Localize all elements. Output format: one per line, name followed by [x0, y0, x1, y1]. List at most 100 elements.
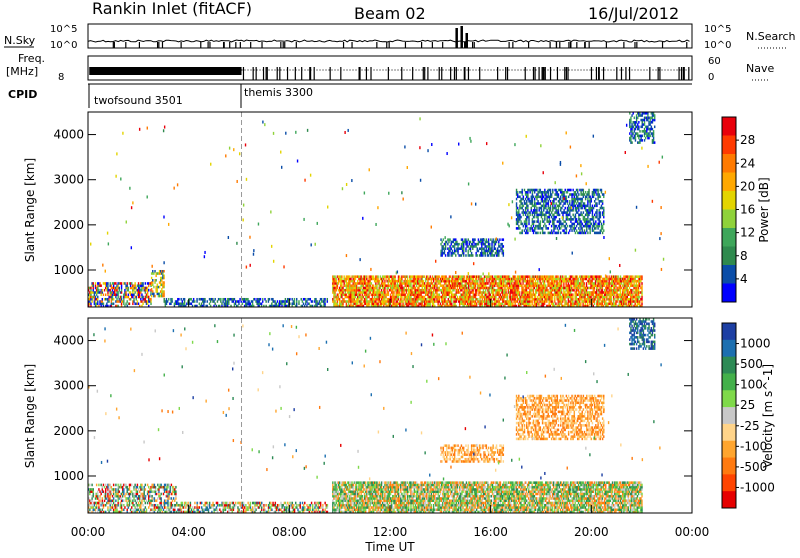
heatmap-cell — [228, 302, 229, 305]
heatmap-cell — [631, 291, 632, 294]
heatmap-cell — [345, 291, 346, 294]
heatmap-cell — [99, 282, 100, 285]
heatmap-cell — [521, 232, 522, 235]
heatmap-cell — [334, 300, 335, 303]
heatmap-cell — [276, 302, 277, 305]
heatmap-cell — [150, 291, 151, 294]
heatmap-cell — [545, 214, 546, 217]
heatmap-cell — [546, 209, 547, 212]
heatmap-cell — [90, 302, 91, 305]
heatmap-cell — [602, 293, 603, 296]
heatmap-cell — [537, 220, 538, 223]
heatmap-cell — [132, 291, 133, 294]
heatmap-cell — [471, 252, 472, 255]
heatmap-cell — [505, 289, 506, 292]
heatmap-cell — [456, 293, 457, 296]
heatmap-cell — [291, 298, 292, 301]
heatmap-cell — [220, 298, 221, 301]
heatmap-cell — [140, 291, 141, 294]
heatmap-cell — [576, 202, 577, 205]
heatmap-cell — [525, 227, 526, 230]
heatmap-cell — [212, 298, 213, 301]
heatmap-cell — [504, 287, 505, 290]
heatmap-cell — [591, 280, 592, 283]
heatmap-cell — [414, 284, 415, 287]
heatmap-cell — [574, 202, 575, 205]
heatmap-cell — [614, 293, 615, 296]
heatmap-cell — [121, 282, 122, 285]
heatmap-cell — [531, 300, 532, 303]
heatmap-cell — [374, 296, 375, 299]
heatmap-cell — [585, 302, 586, 305]
heatmap-cell — [478, 293, 479, 296]
heatmap-cell — [512, 280, 513, 283]
heatmap-cell — [572, 296, 573, 299]
heatmap-cell — [537, 218, 538, 221]
heatmap-cell — [580, 202, 581, 205]
heatmap-cell — [528, 216, 529, 219]
heatmap-cell — [203, 302, 204, 305]
heatmap-cell — [529, 211, 530, 214]
heatmap-cell — [543, 225, 544, 228]
heatmap-cell — [553, 229, 554, 232]
heatmap-cell — [153, 286, 154, 289]
heatmap-cell — [639, 300, 640, 303]
heatmap-cell — [575, 191, 576, 194]
heatmap-cell — [160, 281, 161, 284]
heatmap-cell — [488, 280, 489, 283]
heatmap-cell — [542, 211, 543, 214]
heatmap-cell — [557, 227, 558, 230]
heatmap-cell — [608, 280, 609, 283]
heatmap-cell — [572, 214, 573, 217]
heatmap-cell — [577, 275, 578, 278]
heatmap-cell — [337, 300, 338, 303]
heatmap-cell — [565, 202, 566, 205]
heatmap-cell — [111, 300, 112, 303]
station-title: Rankin Inlet (fitACF) — [92, 0, 252, 18]
heatmap-cell — [562, 214, 563, 217]
heatmap-cell — [505, 291, 506, 294]
heatmap-cell — [554, 298, 555, 301]
heatmap-cell — [566, 198, 567, 201]
heatmap-cell — [561, 284, 562, 287]
heatmap-cell — [388, 282, 389, 285]
heatmap-cell — [451, 298, 452, 301]
heatmap-cell — [422, 278, 423, 281]
heatmap-cell — [142, 282, 143, 285]
heatmap-cell — [248, 300, 249, 303]
heatmap-cell — [385, 302, 386, 305]
heatmap-cell — [475, 252, 476, 255]
heatmap-cell — [485, 284, 486, 287]
heatmap-cell — [582, 200, 583, 203]
heatmap-cell — [445, 275, 446, 278]
heatmap-cell — [531, 207, 532, 210]
heatmap-cell — [638, 289, 639, 292]
heatmap-cell — [482, 254, 483, 257]
heatmap-cell — [265, 300, 266, 303]
heatmap-cell — [544, 189, 545, 192]
heatmap-cell — [296, 300, 297, 303]
heatmap-cell — [525, 278, 526, 281]
heatmap-cell — [632, 298, 633, 301]
heatmap-cell — [355, 296, 356, 299]
heatmap-cell — [453, 289, 454, 292]
freq-label-line2: [MHz] — [6, 65, 38, 78]
heatmap-cell — [529, 275, 530, 278]
heatmap-cell — [481, 245, 482, 248]
heatmap-cell — [95, 282, 96, 285]
heatmap-cell — [492, 238, 493, 241]
heatmap-cell — [410, 278, 411, 281]
heatmap-cell — [398, 296, 399, 299]
heatmap-cell — [154, 281, 155, 284]
heatmap-cell — [359, 289, 360, 292]
heatmap-cell — [551, 216, 552, 219]
heatmap-cell — [117, 293, 118, 296]
heatmap-cell — [477, 282, 478, 285]
heatmap-cell — [568, 302, 569, 305]
heatmap-cell — [566, 196, 567, 199]
heatmap-cell — [277, 300, 278, 303]
heatmap-cell — [454, 287, 455, 290]
heatmap-cell — [119, 287, 120, 290]
heatmap-cell — [621, 282, 622, 285]
heatmap-cell — [90, 293, 91, 296]
